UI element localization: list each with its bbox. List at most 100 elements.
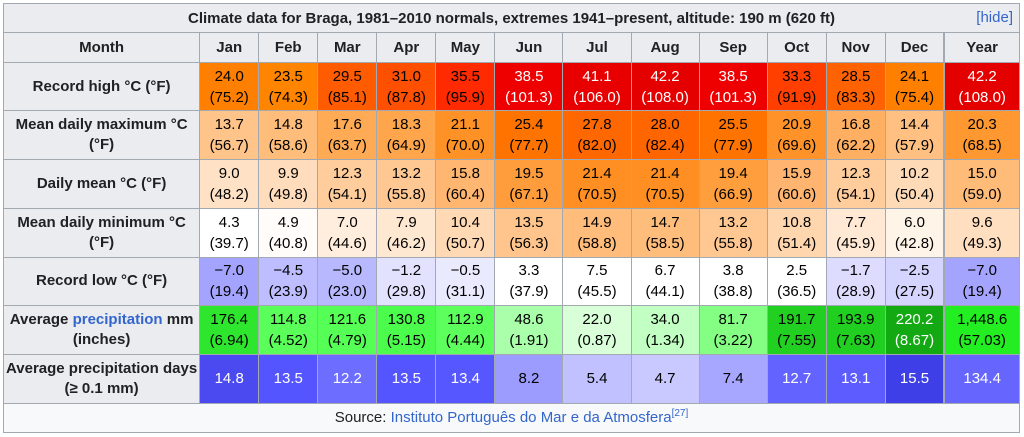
secondary-value: (69.6) bbox=[777, 137, 817, 155]
celsius-value: 12.3 bbox=[841, 164, 871, 182]
data-row: Daily mean °C (°F) 9.0 (48.2) 9.9 (49.8) 12.3… bbox=[2, 159, 1021, 209]
data-cell: 15.5 bbox=[884, 353, 945, 404]
celsius-value: 9.0 bbox=[218, 164, 240, 182]
secondary-value: (37.9) bbox=[509, 283, 549, 301]
celsius-value: 7.7 bbox=[845, 213, 867, 231]
celsius-value: 15.5 bbox=[899, 370, 930, 388]
data-cell: 1,448.6 (57.03) bbox=[943, 305, 1021, 355]
secondary-value: (91.9) bbox=[777, 88, 817, 106]
data-cell: 10.4 (50.7) bbox=[435, 207, 496, 258]
data-cell: 34.0 (1.34) bbox=[630, 305, 700, 355]
data-cell: 9.6 (49.3) bbox=[943, 207, 1021, 258]
celsius-value: 25.4 bbox=[514, 116, 544, 134]
month-header-jun: Jun bbox=[494, 32, 564, 63]
month-header: Month bbox=[2, 32, 201, 63]
month-header-may: May bbox=[435, 32, 496, 63]
month-header-sep: Sep bbox=[698, 32, 768, 63]
celsius-value: −4.5 bbox=[273, 262, 304, 280]
hide-toggle[interactable]: [hide] bbox=[976, 9, 1013, 26]
data-cell: 14.7 (58.5) bbox=[630, 207, 700, 258]
secondary-value: (7.63) bbox=[836, 332, 876, 349]
row-label: Average precipitation days (≥ 0.1 mm) bbox=[2, 353, 201, 404]
secondary-value: (4.79) bbox=[327, 332, 367, 349]
data-cell: 29.5 (85.1) bbox=[317, 61, 378, 112]
secondary-value: (59.0) bbox=[962, 185, 1002, 203]
celsius-value: 176.4 bbox=[210, 311, 248, 328]
celsius-value: 6.0 bbox=[904, 213, 925, 231]
secondary-value: (19.4) bbox=[209, 283, 249, 301]
data-cell: −5.0 (23.0) bbox=[317, 256, 378, 307]
data-cell: 20.9 (69.6) bbox=[766, 110, 827, 161]
celsius-value: 21.4 bbox=[650, 164, 680, 182]
data-cell: 19.5 (67.1) bbox=[494, 159, 564, 209]
data-cell: 13.5 bbox=[376, 353, 437, 404]
data-cell: 21.4 (70.5) bbox=[562, 159, 632, 209]
celsius-value: 38.5 bbox=[718, 67, 748, 85]
data-row: Average precipitation days (≥ 0.1 mm) 14.… bbox=[2, 353, 1021, 404]
precipitation-link[interactable]: precipitation bbox=[72, 311, 163, 328]
celsius-value: 13.5 bbox=[514, 213, 544, 231]
data-cell: 7.5 (45.5) bbox=[562, 256, 632, 307]
celsius-value: 191.7 bbox=[777, 311, 816, 328]
data-cell: 7.0 (44.6) bbox=[317, 207, 378, 258]
data-cell: 8.2 bbox=[494, 353, 564, 404]
celsius-value: 35.5 bbox=[450, 67, 480, 85]
data-cell: 28.5 (83.3) bbox=[825, 61, 886, 112]
hide-link[interactable]: hide bbox=[980, 9, 1009, 26]
celsius-value: −1.7 bbox=[840, 262, 871, 280]
row-label-text: mm (inches) bbox=[72, 311, 194, 348]
secondary-value: (36.5) bbox=[777, 283, 817, 301]
data-cell: −0.5 (31.1) bbox=[435, 256, 496, 307]
celsius-value: 220.2 bbox=[895, 311, 934, 328]
celsius-value: 13.1 bbox=[841, 370, 871, 388]
reference-link[interactable]: [27] bbox=[671, 408, 689, 420]
secondary-value: (55.8) bbox=[713, 234, 753, 252]
secondary-value: (60.6) bbox=[777, 185, 817, 203]
month-header-year: Year bbox=[943, 32, 1021, 63]
secondary-value: (40.8) bbox=[268, 234, 308, 252]
data-cell: 81.7 (3.22) bbox=[698, 305, 768, 355]
data-cell: 14.8 bbox=[199, 353, 260, 404]
data-cell: 12.2 bbox=[317, 353, 378, 404]
celsius-value: 13.4 bbox=[450, 370, 480, 388]
celsius-value: 15.9 bbox=[782, 164, 812, 182]
celsius-value: −7.0 bbox=[967, 262, 997, 280]
data-cell: 17.6 (63.7) bbox=[317, 110, 378, 161]
data-cell: 10.2 (50.4) bbox=[884, 159, 945, 209]
data-cell: 14.4 (57.9) bbox=[884, 110, 945, 161]
data-cell: 3.3 (37.9) bbox=[494, 256, 564, 307]
month-header-nov: Nov bbox=[825, 32, 886, 63]
secondary-value: (3.22) bbox=[713, 332, 753, 349]
row-label-text: Average bbox=[9, 311, 73, 328]
celsius-value: 134.4 bbox=[963, 370, 1001, 388]
data-cell: 18.3 (64.9) bbox=[376, 110, 437, 161]
month-header-dec: Dec bbox=[884, 32, 945, 63]
secondary-value: (48.2) bbox=[209, 185, 249, 203]
celsius-value: 25.5 bbox=[718, 116, 748, 134]
celsius-value: 34.0 bbox=[650, 311, 680, 328]
data-cell: 41.1 (106.0) bbox=[562, 61, 632, 112]
celsius-value: 17.6 bbox=[332, 116, 362, 134]
data-cell: 42.2 (108.0) bbox=[943, 61, 1021, 112]
celsius-value: 5.4 bbox=[586, 370, 608, 388]
data-cell: 2.5 (36.5) bbox=[766, 256, 827, 307]
secondary-value: (19.4) bbox=[962, 283, 1002, 301]
celsius-value: −0.5 bbox=[450, 262, 481, 280]
month-header-jul: Jul bbox=[562, 32, 632, 63]
source-link[interactable]: Instituto Português do Mar e da Atmosfer… bbox=[390, 409, 672, 427]
secondary-value: (23.9) bbox=[268, 283, 308, 301]
data-cell: 130.8 (5.15) bbox=[376, 305, 437, 355]
secondary-value: (70.0) bbox=[445, 137, 485, 155]
celsius-value: 3.3 bbox=[518, 262, 540, 280]
celsius-value: 31.0 bbox=[391, 67, 421, 85]
secondary-value: (101.3) bbox=[505, 88, 553, 106]
secondary-value: (77.9) bbox=[713, 137, 753, 155]
secondary-value: (108.0) bbox=[958, 88, 1006, 106]
celsius-value: 12.7 bbox=[782, 370, 812, 388]
celsius-value: 41.1 bbox=[582, 67, 612, 85]
secondary-value: (56.7) bbox=[209, 137, 249, 155]
secondary-value: (58.5) bbox=[645, 234, 685, 252]
celsius-value: 33.3 bbox=[782, 67, 812, 85]
data-cell: 12.3 (54.1) bbox=[317, 159, 378, 209]
secondary-value: (87.8) bbox=[386, 88, 426, 106]
